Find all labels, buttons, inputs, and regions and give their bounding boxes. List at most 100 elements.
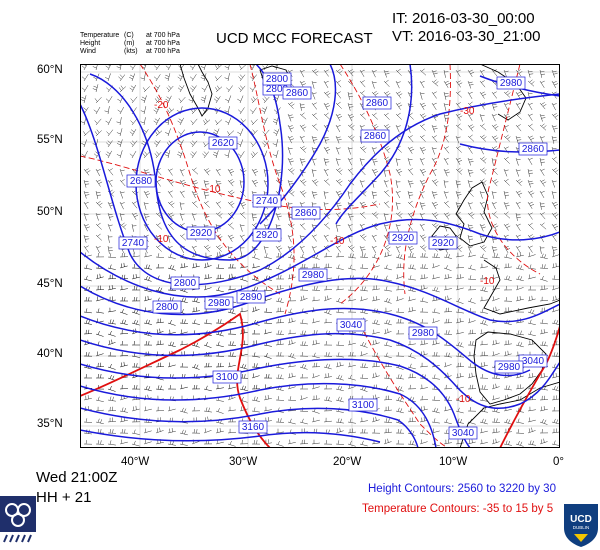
wind-barb <box>203 319 212 325</box>
wind-barb <box>347 134 355 142</box>
wind-barb <box>155 253 165 258</box>
wind-barb <box>335 167 343 175</box>
wind-barb <box>407 146 415 154</box>
wind-barb <box>177 150 184 159</box>
wind-barb <box>107 363 116 370</box>
wind-barb <box>311 296 320 302</box>
wind-barb <box>479 439 488 445</box>
svg-text:3040: 3040 <box>522 356 545 367</box>
wind-barb <box>503 253 512 259</box>
wind-barb <box>106 129 114 137</box>
wind-barb <box>143 264 152 270</box>
wind-barb <box>539 438 548 445</box>
wind-barb <box>527 295 536 302</box>
wind-barb <box>227 211 234 219</box>
wind-barb <box>431 407 440 414</box>
wind-barb <box>200 64 207 71</box>
wind-barb <box>323 396 332 402</box>
wind-barb <box>178 129 185 137</box>
wind-barb <box>227 222 235 230</box>
wind-barb <box>371 372 380 379</box>
wind-barb <box>431 339 440 346</box>
wind-barb <box>131 273 140 280</box>
wind-barb <box>407 168 414 176</box>
wind-barb <box>131 223 137 232</box>
wind-barb <box>407 306 416 313</box>
wind-barb <box>467 275 477 281</box>
wind-barb <box>551 385 560 392</box>
wind-barb <box>143 385 152 392</box>
wind-barb <box>551 295 560 302</box>
wind-barb <box>455 179 461 188</box>
wind-barb <box>81 139 87 148</box>
wind-barb <box>251 212 257 221</box>
wind-barb <box>299 395 308 401</box>
wind-barb <box>515 135 522 144</box>
wind-barb <box>203 362 213 368</box>
wind-barb <box>155 362 165 368</box>
wind-barb <box>153 74 161 82</box>
wind-barb <box>215 286 224 293</box>
wind-barb <box>287 201 293 210</box>
wind-barb <box>539 264 549 269</box>
wind-barb <box>539 319 548 325</box>
wind-barb <box>143 406 152 412</box>
wind-barb <box>491 351 500 357</box>
wind-barb <box>191 307 200 313</box>
wind-barb <box>515 330 524 336</box>
wind-barb <box>395 211 403 219</box>
wind-barb <box>443 200 450 208</box>
wind-barb <box>191 297 200 303</box>
wind-barb <box>299 363 308 370</box>
wind-barb <box>287 352 296 359</box>
wind-barb <box>275 340 284 346</box>
wind-barb <box>311 234 317 242</box>
wind-barb <box>83 223 90 232</box>
height-contour-label: 3160 <box>238 420 268 434</box>
wind-barb <box>263 394 272 401</box>
wind-barb <box>527 201 535 209</box>
wind-barb <box>455 167 463 175</box>
wind-barb <box>323 135 330 144</box>
wind-barb <box>191 262 200 269</box>
wind-barb <box>129 73 136 82</box>
wind-barb <box>335 135 342 144</box>
wind-barb <box>479 274 489 280</box>
wind-barb <box>95 212 101 221</box>
wind-barb <box>479 69 485 77</box>
wind-barb <box>467 134 475 142</box>
wind-barb <box>215 201 222 209</box>
wind-barb <box>347 69 355 77</box>
wind-barb <box>515 429 525 434</box>
wind-barb <box>191 384 201 390</box>
wind-barb <box>335 68 343 76</box>
wind-barb <box>467 329 477 335</box>
wind-barb <box>83 308 92 314</box>
wind-barb <box>107 274 117 280</box>
temperature-contour-label: -10 <box>480 276 495 287</box>
wind-barb <box>311 80 317 89</box>
wind-barb <box>479 319 488 326</box>
wind-barb <box>275 264 284 271</box>
wind-barb <box>83 234 90 243</box>
wind-barb <box>167 319 176 326</box>
wind-barb <box>515 264 524 271</box>
wind-barb <box>407 417 417 423</box>
wind-barb <box>227 285 236 291</box>
wind-barb <box>299 178 307 187</box>
wind-barb <box>335 418 344 424</box>
wind-barb <box>527 234 535 242</box>
wind-barb <box>323 373 332 379</box>
wind-barb <box>95 252 105 258</box>
wind-barb <box>140 106 147 115</box>
svg-text:2920: 2920 <box>256 230 279 241</box>
wind-barb <box>119 190 125 199</box>
wind-barb <box>225 95 232 104</box>
coastlines <box>179 64 560 448</box>
wind-barb <box>455 274 464 280</box>
wind-barb <box>251 263 260 269</box>
wind-barb <box>287 101 295 109</box>
wind-barb <box>527 102 533 111</box>
wind-barb <box>83 245 89 253</box>
wind-barb <box>491 190 497 199</box>
